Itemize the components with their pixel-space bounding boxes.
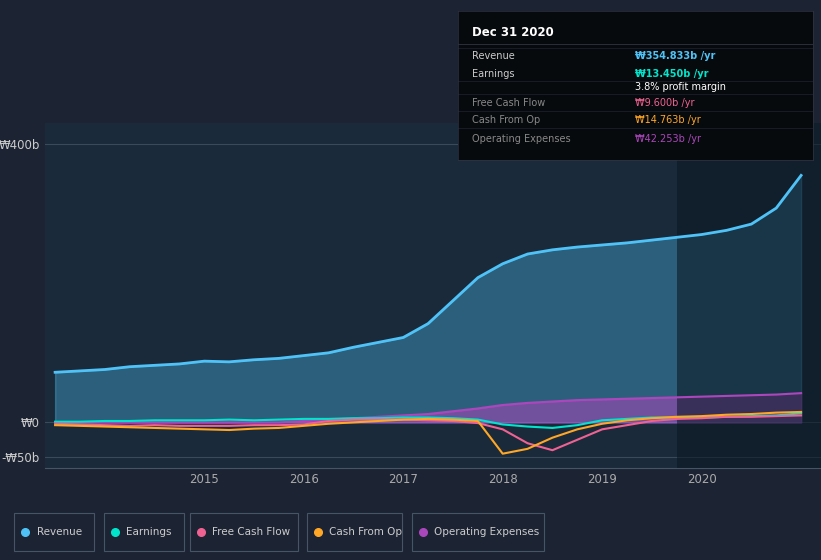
Text: Operating Expenses: Operating Expenses xyxy=(433,527,539,537)
Text: Operating Expenses: Operating Expenses xyxy=(472,134,571,144)
Bar xyxy=(677,123,821,468)
Text: Earnings: Earnings xyxy=(126,527,172,537)
Text: Free Cash Flow: Free Cash Flow xyxy=(472,98,546,108)
Text: ₩14.763b /yr: ₩14.763b /yr xyxy=(635,115,701,124)
Text: ₩42.253b /yr: ₩42.253b /yr xyxy=(635,134,701,144)
Text: ₩9.600b /yr: ₩9.600b /yr xyxy=(635,98,695,108)
Text: Cash From Op: Cash From Op xyxy=(329,527,402,537)
Text: Free Cash Flow: Free Cash Flow xyxy=(212,527,290,537)
Text: ₩354.833b /yr: ₩354.833b /yr xyxy=(635,51,716,60)
Text: ₩13.450b /yr: ₩13.450b /yr xyxy=(635,68,709,78)
Text: Earnings: Earnings xyxy=(472,68,515,78)
Text: Revenue: Revenue xyxy=(472,51,515,60)
Text: Revenue: Revenue xyxy=(37,527,81,537)
Text: Cash From Op: Cash From Op xyxy=(472,115,540,124)
Text: Dec 31 2020: Dec 31 2020 xyxy=(472,26,554,39)
Text: 3.8% profit margin: 3.8% profit margin xyxy=(635,82,727,92)
